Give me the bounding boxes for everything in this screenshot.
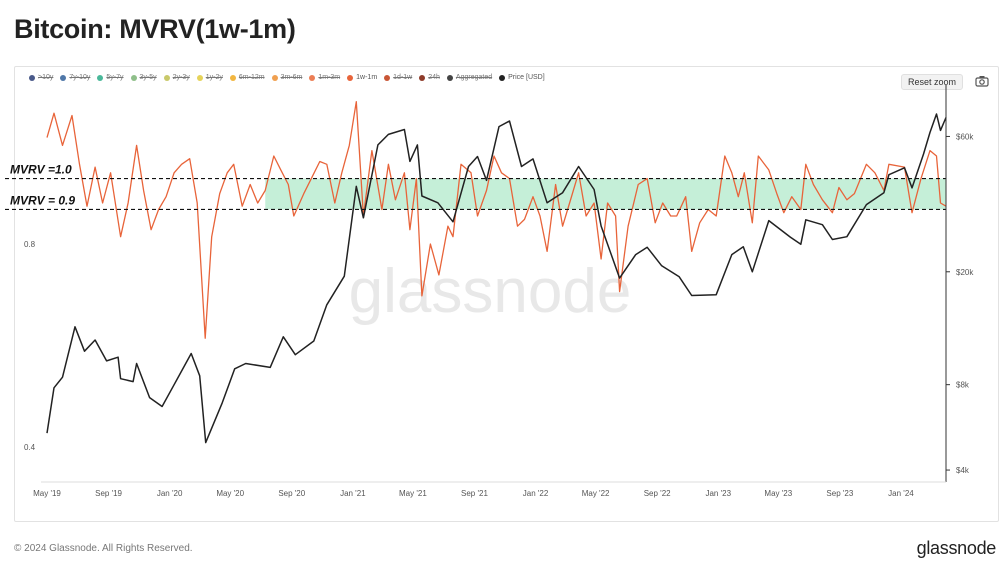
legend-marker-icon <box>229 74 236 81</box>
legend-marker-icon <box>347 74 354 81</box>
legend-marker-icon <box>271 74 278 81</box>
legend-marker-icon <box>384 74 391 81</box>
legend-label: 5y-7y <box>106 74 124 81</box>
legend-item[interactable]: >10y <box>29 74 53 81</box>
camera-icon[interactable] <box>975 75 989 87</box>
legend-item[interactable]: 3y-5y <box>130 74 157 81</box>
legend-marker-icon <box>97 74 104 81</box>
legend-item[interactable]: 5y-7y <box>97 74 124 81</box>
legend-label: 24h <box>428 74 440 81</box>
copyright-text: © 2024 Glassnode. All Rights Reserved. <box>14 543 193 554</box>
legend-item[interactable]: Price [USD] <box>499 74 545 81</box>
legend-marker-icon <box>29 74 35 81</box>
legend-label: Aggregated <box>455 74 493 81</box>
page-title: Bitcoin: MVRV(1w-1m) <box>14 14 296 44</box>
legend-marker-icon <box>446 74 453 81</box>
legend-label: 6m-12m <box>238 74 265 81</box>
legend-label: 3y-5y <box>139 74 157 81</box>
legend-marker-icon <box>419 74 426 81</box>
reset-zoom-button[interactable]: Reset zoom <box>901 74 964 90</box>
legend-item[interactable]: 1y-2y <box>196 74 223 81</box>
legend-marker-icon <box>196 74 203 81</box>
legend-item[interactable]: 7y-10y <box>60 74 90 81</box>
legend-item[interactable]: 1d-1w <box>384 74 412 81</box>
legend-marker-icon <box>60 74 67 81</box>
glassnode-logo: glassnode <box>916 538 997 558</box>
chart-legend: >10y 7y-10y 5y-7y 3y-5y 2y-3y 1y-2y 6m-12m 3m-6… <box>29 74 552 81</box>
legend-label: Price [USD] <box>508 74 545 81</box>
legend-marker-icon <box>309 74 316 81</box>
legend-marker-icon <box>499 74 506 81</box>
legend-item[interactable]: 6m-12m <box>229 74 265 81</box>
legend-item[interactable]: Aggregated <box>446 74 493 81</box>
legend-label: 7y-10y <box>69 74 91 81</box>
legend-label: 3m-6m <box>280 74 303 81</box>
legend-label: 1m-3m <box>318 74 341 81</box>
legend-label: 1w-1m <box>356 74 378 81</box>
legend-marker-icon <box>163 74 170 81</box>
legend-item[interactable]: 24h <box>419 74 440 81</box>
legend-marker-icon <box>130 74 137 81</box>
chart-card: >10y 7y-10y 5y-7y 3y-5y 2y-3y 1y-2y 6m-12m 3m-6… <box>14 66 999 522</box>
legend-item[interactable]: 1m-3m <box>309 74 340 81</box>
legend-label: 2y-3y <box>172 74 190 81</box>
legend-item[interactable]: 2y-3y <box>163 74 190 81</box>
legend-item[interactable]: 3m-6m <box>271 74 303 81</box>
legend-label: >10y <box>38 74 54 81</box>
legend-label: 1y-2y <box>205 74 223 81</box>
legend-item[interactable]: 1w-1m <box>347 74 377 81</box>
legend-label: 1d-1w <box>393 74 413 81</box>
